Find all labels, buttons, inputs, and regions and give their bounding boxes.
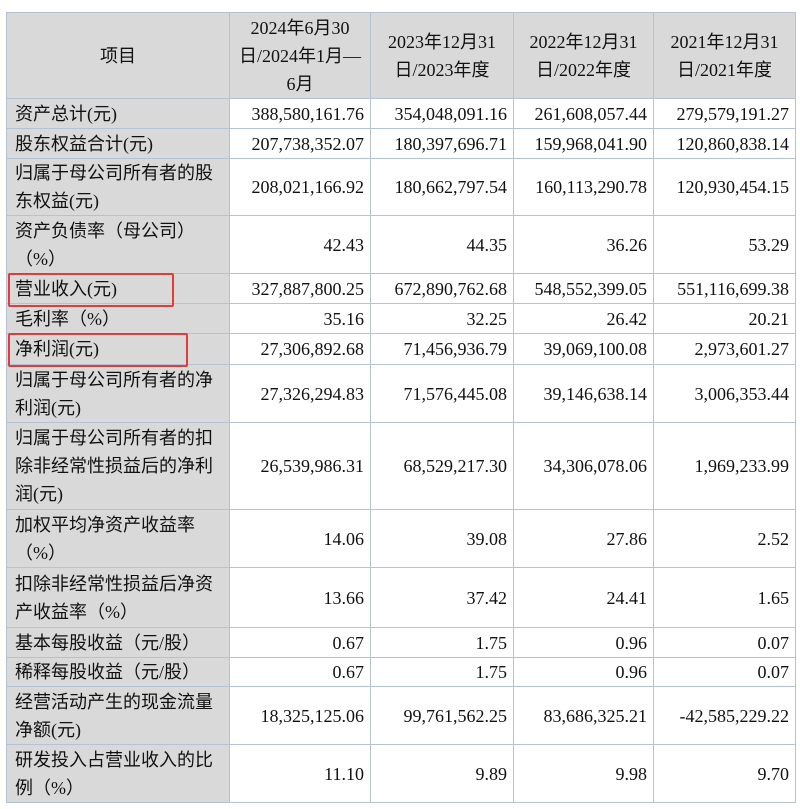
table-row: 股东权益合计(元) 207,738,352.07 180,397,696.71 159…: [6, 128, 796, 159]
table-row: 归属于母公司所有者的净利润(元) 27,326,294.83 71,576,445.…: [6, 364, 796, 423]
table-row: 研发投入占营业收入的比例（%） 11.10 9.89 9.98 9.70: [6, 744, 796, 803]
table-row: 资产总计(元) 388,580,161.76 354,048,091.16 261,6…: [6, 98, 796, 129]
row-value: 0.67: [229, 627, 371, 658]
row-value: 39.08: [370, 509, 514, 568]
row-value: 1,969,233.99: [653, 422, 796, 510]
row-value: 9.70: [653, 744, 796, 803]
row-value: 27,326,294.83: [229, 364, 371, 423]
row-value: 26.42: [513, 303, 654, 334]
row-value: 1.75: [370, 657, 514, 687]
row-value: 1.75: [370, 627, 514, 658]
row-value: 99,761,562.25: [370, 686, 514, 745]
row-value: 120,930,454.15: [653, 158, 796, 216]
row-label: 研发投入占营业收入的比例（%）: [6, 744, 230, 803]
table-row: 基本每股收益（元/股） 0.67 1.75 0.96 0.07: [6, 627, 796, 658]
row-value: 551,116,699.38: [653, 273, 796, 304]
row-value: 208,021,166.92: [229, 158, 371, 216]
row-value: 207,738,352.07: [229, 128, 371, 159]
row-value: 42.43: [229, 215, 371, 274]
row-value: 120,860,838.14: [653, 128, 796, 159]
row-value: 3,006,353.44: [653, 364, 796, 423]
row-value: 9.98: [513, 744, 654, 803]
row-value: 68,529,217.30: [370, 422, 514, 510]
table-row: 资产负债率（母公司）（%） 42.43 44.35 36.26 53.29: [6, 215, 796, 274]
row-value: 1.65: [653, 567, 796, 628]
row-value: 18,325,125.06: [229, 686, 371, 745]
header-2021: 2021年12月31日/2021年度: [653, 12, 796, 99]
row-value: 159,968,041.90: [513, 128, 654, 159]
row-value: 11.10: [229, 744, 371, 803]
row-value: 27.86: [513, 509, 654, 568]
row-value: 0.67: [229, 657, 371, 687]
row-value: 180,662,797.54: [370, 158, 514, 216]
row-value: 0.96: [513, 657, 654, 687]
row-value: 13.66: [229, 567, 371, 628]
header-item: 项目: [6, 12, 230, 99]
row-value: 388,580,161.76: [229, 98, 371, 129]
row-value: 0.96: [513, 627, 654, 658]
row-value: 261,608,057.44: [513, 98, 654, 129]
row-value: 14.06: [229, 509, 371, 568]
row-label: 资产负债率（母公司）（%）: [6, 215, 230, 274]
table-row: 营业收入(元) 327,887,800.25 672,890,762.68 548,5…: [6, 273, 796, 304]
table-row: 归属于母公司所有者的股东权益(元) 208,021,166.92 180,662,7…: [6, 158, 796, 216]
row-value: 0.07: [653, 627, 796, 658]
row-label: 经营活动产生的现金流量净额(元): [6, 686, 230, 745]
row-value: 44.35: [370, 215, 514, 274]
row-label: 股东权益合计(元): [6, 128, 230, 159]
row-value: 36.26: [513, 215, 654, 274]
header-2023: 2023年12月31日/2023年度: [370, 12, 514, 99]
row-label: 扣除非经常性损益后净资产收益率（%）: [6, 567, 230, 628]
row-label: 基本每股收益（元/股）: [6, 627, 230, 658]
header-row: 项目 2024年6月30日/2024年1月—6月 2023年12月31日/202…: [6, 12, 796, 99]
row-value: 180,397,696.71: [370, 128, 514, 159]
row-value: 672,890,762.68: [370, 273, 514, 304]
row-value: 37.42: [370, 567, 514, 628]
row-value: 26,539,986.31: [229, 422, 371, 510]
table-row: 加权平均净资产收益率（%） 14.06 39.08 27.86 2.52: [6, 509, 796, 568]
row-label: 加权平均净资产收益率（%）: [6, 509, 230, 568]
row-value: 71,456,936.79: [370, 333, 514, 365]
row-value: 160,113,290.78: [513, 158, 654, 216]
row-value: 39,069,100.08: [513, 333, 654, 365]
row-label: 归属于母公司所有者的股东权益(元): [6, 158, 230, 216]
table-row: 扣除非经常性损益后净资产收益率（%） 13.66 37.42 24.41 1.65: [6, 567, 796, 628]
row-value: 2,973,601.27: [653, 333, 796, 365]
table-row: 稀释每股收益（元/股） 0.67 1.75 0.96 0.07: [6, 657, 796, 687]
row-label: 归属于母公司所有者的净利润(元): [6, 364, 230, 423]
row-value: 53.29: [653, 215, 796, 274]
row-label: 净利润(元): [6, 333, 230, 365]
row-value: 354,048,091.16: [370, 98, 514, 129]
table-row: 归属于母公司所有者的扣除非经常性损益后的净利润(元) 26,539,986.31 6…: [6, 422, 796, 510]
header-2022: 2022年12月31日/2022年度: [513, 12, 654, 99]
row-value: 279,579,191.27: [653, 98, 796, 129]
row-value: 0.07: [653, 657, 796, 687]
row-value: 9.89: [370, 744, 514, 803]
row-value: 83,686,325.21: [513, 686, 654, 745]
row-value: 71,576,445.08: [370, 364, 514, 423]
table-row: 净利润(元) 27,306,892.68 71,456,936.79 39,069,1…: [6, 333, 796, 365]
row-value: 32.25: [370, 303, 514, 334]
row-value: 2.52: [653, 509, 796, 568]
row-label: 归属于母公司所有者的扣除非经常性损益后的净利润(元): [6, 422, 230, 510]
row-label: 资产总计(元): [6, 98, 230, 129]
row-value: 34,306,078.06: [513, 422, 654, 510]
table-row: 经营活动产生的现金流量净额(元) 18,325,125.06 99,761,562.…: [6, 686, 796, 745]
header-2024h1: 2024年6月30日/2024年1月—6月: [229, 12, 371, 99]
row-value: 27,306,892.68: [229, 333, 371, 365]
table-row: 毛利率（%） 35.16 32.25 26.42 20.21: [6, 303, 796, 334]
row-label: 营业收入(元): [6, 273, 230, 304]
row-value: -42,585,229.22: [653, 686, 796, 745]
financial-summary-table: 项目 2024年6月30日/2024年1月—6月 2023年12月31日/202…: [6, 12, 796, 803]
row-value: 35.16: [229, 303, 371, 334]
row-value: 20.21: [653, 303, 796, 334]
row-value: 548,552,399.05: [513, 273, 654, 304]
row-label: 稀释每股收益（元/股）: [6, 657, 230, 687]
row-value: 24.41: [513, 567, 654, 628]
row-label: 毛利率（%）: [6, 303, 230, 334]
row-value: 39,146,638.14: [513, 364, 654, 423]
row-value: 327,887,800.25: [229, 273, 371, 304]
